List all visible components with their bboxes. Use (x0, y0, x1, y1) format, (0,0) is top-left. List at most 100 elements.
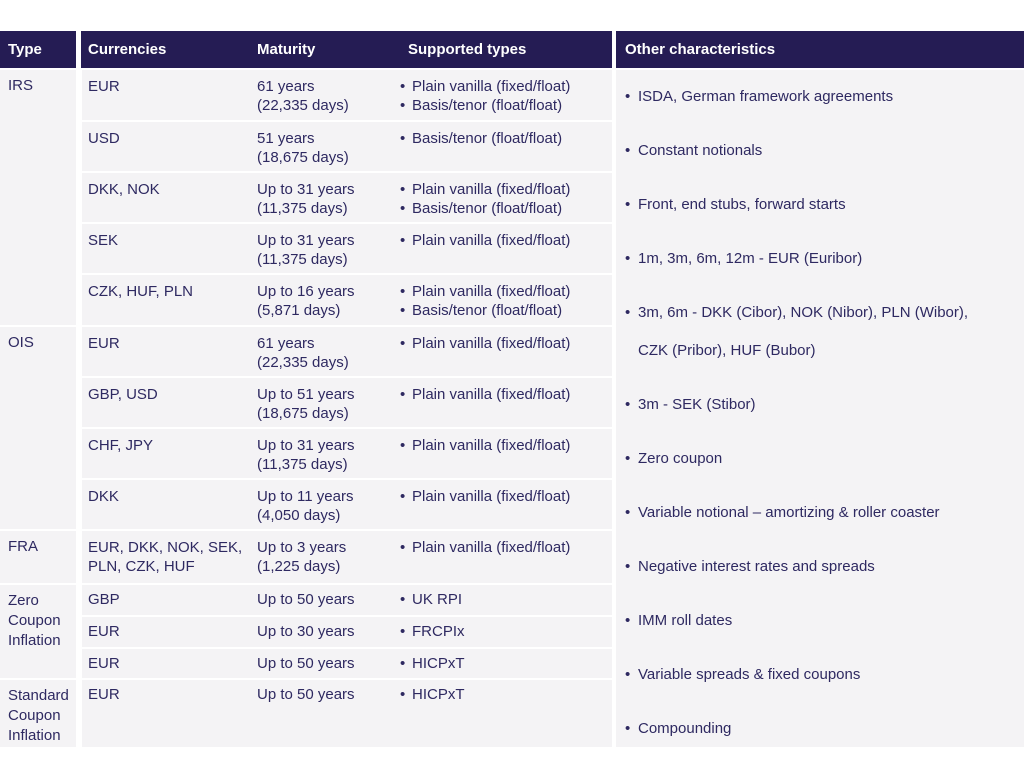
header-block-type: Type (0, 31, 76, 68)
bullet-icon (400, 538, 412, 557)
supported-types-cell: Plain vanilla (fixed/float) (400, 224, 610, 250)
bullet-icon (625, 710, 638, 748)
bullet-icon (400, 77, 412, 96)
table-row: GBP, USD Up to 51 years (18,675 days) Pl… (82, 378, 612, 427)
bullet-icon (400, 590, 412, 609)
currencies-cell: SEK (88, 232, 119, 249)
maturity-cell: Up to 31 years (11,375 days) (257, 232, 355, 268)
supported-types-cell: Plain vanilla (fixed/float) (400, 429, 610, 455)
currencies-cell: DKK, NOK (88, 181, 160, 198)
table-row: EUR 61 years (22,335 days) Plain vanilla… (82, 327, 612, 376)
bullet-icon (400, 180, 412, 199)
type-cell-zero-coupon-inflation: Zero Coupon Inflation (0, 585, 76, 678)
table-body: EUR 61 years (22,335 days) Plain vanilla… (82, 0, 612, 775)
table-row: EUR Up to 50 years HICPxT (82, 649, 612, 678)
supported-types-cell: Plain vanilla (fixed/float) (400, 480, 610, 506)
currencies-cell: GBP, USD (88, 386, 158, 403)
type-cell-ois: OIS (0, 327, 76, 529)
header-cell-type: Type (8, 41, 42, 58)
supported-types-cell: FRCPIx (400, 617, 610, 641)
bullet-icon (400, 231, 412, 250)
bullet-icon (625, 548, 638, 586)
header-block-other: Other characteristics (616, 31, 1024, 68)
bullet-icon (625, 132, 638, 170)
bullet-icon (400, 334, 412, 353)
other-bullet-item: Zero coupon (625, 440, 994, 478)
supported-types-cell: UK RPI (400, 585, 610, 609)
table-row: DKK Up to 11 years (4,050 days) Plain va… (82, 480, 612, 529)
currencies-cell: EUR (88, 623, 120, 640)
table-row: EUR, DKK, NOK, SEK, PLN, CZK, HUF Up to … (82, 531, 612, 583)
header-cell-supported-types: Supported types (408, 41, 527, 58)
type-cell-fra: FRA (0, 531, 76, 583)
maturity-cell: Up to 50 years (257, 655, 355, 672)
table-row: GBP Up to 50 years UK RPI (82, 585, 612, 615)
supported-types-cell: Plain vanilla (fixed/float) (400, 531, 610, 557)
maturity-cell: 61 years (22,335 days) (257, 78, 349, 114)
bullet-icon (400, 96, 412, 115)
table-row: EUR Up to 50 years HICPxT (82, 680, 612, 747)
table-row: EUR Up to 30 years FRCPIx (82, 617, 612, 647)
other-bullet-item: IMM roll dates (625, 602, 994, 640)
bullet-icon (400, 199, 412, 218)
bullet-icon (400, 654, 412, 673)
currencies-cell: EUR (88, 655, 120, 672)
table-row: EUR 61 years (22,335 days) Plain vanilla… (82, 70, 612, 120)
currencies-cell: EUR (88, 78, 120, 95)
currencies-cell: EUR, DKK, NOK, SEK, PLN, CZK, HUF (88, 539, 243, 575)
maturity-cell: Up to 3 years (1,225 days) (257, 539, 347, 575)
supported-types-cell: Basis/tenor (float/float) (400, 122, 610, 148)
supported-types-cell: Plain vanilla (fixed/float) (400, 378, 610, 404)
currencies-cell: GBP (88, 591, 120, 608)
bullet-icon (400, 685, 412, 704)
bullet-icon (400, 622, 412, 641)
bullet-icon (625, 494, 638, 532)
supported-types-cell: Plain vanilla (fixed/float) Basis/tenor … (400, 70, 610, 115)
maturity-cell: Up to 30 years (257, 623, 355, 640)
table-row: USD 51 years (18,675 days) Basis/tenor (… (82, 122, 612, 171)
bullet-icon (625, 240, 638, 278)
other-bullet-item: Variable spreads & fixed coupons (625, 656, 994, 694)
maturity-cell: Up to 50 years (257, 591, 355, 608)
bullet-icon (400, 436, 412, 455)
header-block-middle: Currencies Maturity Supported types (81, 31, 612, 68)
bullet-icon (400, 385, 412, 404)
other-bullet-item: Negative interest rates and spreads (625, 548, 994, 586)
table-row: CZK, HUF, PLN Up to 16 years (5,871 days… (82, 275, 612, 325)
maturity-cell: Up to 51 years (18,675 days) (257, 386, 355, 422)
supported-types-cell: HICPxT (400, 649, 610, 673)
maturity-cell: Up to 31 years (11,375 days) (257, 437, 355, 473)
currencies-cell: DKK (88, 488, 119, 505)
other-bullet-item: ISDA, German framework agreements (625, 78, 994, 116)
table-row: SEK Up to 31 years (11,375 days) Plain v… (82, 224, 612, 273)
type-cell-irs: IRS (0, 70, 76, 325)
other-bullet-item: Variable notional – amortizing & roller … (625, 494, 994, 532)
bullet-icon (400, 301, 412, 320)
other-bullet-item: 3m - SEK (Stibor) (625, 386, 994, 424)
type-cell-standard-coupon-inflation: Standard Coupon Inflation (0, 680, 76, 747)
maturity-cell: 51 years (18,675 days) (257, 130, 349, 166)
bullet-icon (400, 282, 412, 301)
header-cell-other-characteristics: Other characteristics (625, 41, 776, 58)
maturity-cell: Up to 50 years (257, 686, 355, 703)
currencies-cell: USD (88, 130, 120, 147)
bullet-icon (400, 487, 412, 506)
bullet-icon (625, 656, 638, 694)
bullet-icon (625, 440, 638, 478)
currencies-cell: EUR (88, 686, 120, 703)
supported-types-cell: Plain vanilla (fixed/float) Basis/tenor … (400, 275, 610, 320)
bullet-icon (625, 186, 638, 224)
maturity-cell: Up to 31 years (11,375 days) (257, 181, 355, 217)
maturity-cell: Up to 11 years (4,050 days) (257, 488, 354, 524)
maturity-cell: 61 years (22,335 days) (257, 335, 349, 371)
supported-types-cell: Plain vanilla (fixed/float) Basis/tenor … (400, 173, 610, 218)
header-cell-currencies: Currencies (88, 41, 167, 58)
other-bullet-item: 3m, 6m - DKK (Cibor), NOK (Nibor), PLN (… (625, 294, 994, 370)
currencies-cell: CHF, JPY (88, 437, 154, 454)
bullet-icon (625, 78, 638, 116)
bullet-icon (625, 294, 638, 370)
other-bullet-item: 1m, 3m, 6m, 12m - EUR (Euribor) (625, 240, 994, 278)
currencies-cell: CZK, HUF, PLN (88, 283, 194, 300)
other-bullet-item: Compounding (625, 710, 994, 748)
